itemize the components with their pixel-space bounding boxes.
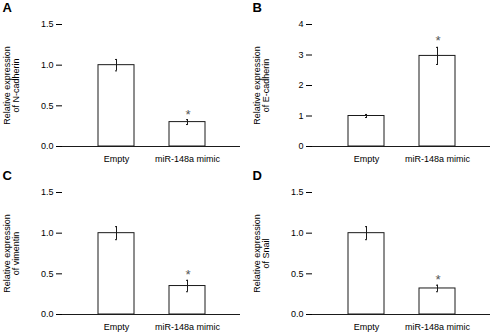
svg-text:3: 3 [298, 50, 303, 60]
svg-text:*: * [435, 33, 441, 48]
svg-text:Empty: Empty [354, 154, 380, 164]
svg-text:Relative expressionof vimentin: Relative expressionof vimentin [2, 214, 21, 293]
svg-text:0.5: 0.5 [41, 101, 54, 111]
svg-text:1.0: 1.0 [291, 228, 304, 238]
svg-text:4: 4 [298, 19, 303, 29]
svg-text:Relative expressionof Snail: Relative expressionof Snail [252, 214, 271, 293]
svg-text:D: D [253, 168, 262, 183]
svg-text:C: C [3, 168, 13, 183]
svg-text:miR-148a mimic: miR-148a mimic [155, 322, 221, 332]
svg-text:miR-148a mimic: miR-148a mimic [155, 154, 221, 164]
svg-text:*: * [185, 267, 191, 282]
svg-text:1.0: 1.0 [41, 228, 54, 238]
svg-text:0.5: 0.5 [41, 269, 54, 279]
svg-text:0.0: 0.0 [291, 309, 304, 319]
svg-text:A: A [3, 0, 13, 15]
svg-text:1.5: 1.5 [41, 187, 54, 197]
svg-text:Empty: Empty [104, 154, 130, 164]
svg-text:0: 0 [298, 141, 303, 151]
svg-text:0.0: 0.0 [41, 141, 54, 151]
svg-text:Relative expressionof N-cadher: Relative expressionof N-cadherin [2, 46, 21, 125]
svg-text:Empty: Empty [354, 322, 380, 332]
svg-text:miR-148a mimic: miR-148a mimic [405, 154, 471, 164]
svg-text:0.0: 0.0 [41, 309, 54, 319]
svg-text:Empty: Empty [104, 322, 130, 332]
svg-text:Relative expressionof E-cadher: Relative expressionof E-cadherin [252, 46, 271, 125]
svg-text:2: 2 [298, 80, 303, 90]
svg-text:miR-148a mimic: miR-148a mimic [405, 322, 471, 332]
svg-text:1.0: 1.0 [41, 60, 54, 70]
svg-text:1.5: 1.5 [291, 187, 304, 197]
svg-text:0.5: 0.5 [291, 269, 304, 279]
svg-text:B: B [253, 0, 262, 15]
svg-text:*: * [185, 107, 191, 122]
svg-text:1: 1 [298, 111, 303, 121]
svg-text:*: * [435, 272, 441, 287]
svg-text:1.5: 1.5 [41, 19, 54, 29]
